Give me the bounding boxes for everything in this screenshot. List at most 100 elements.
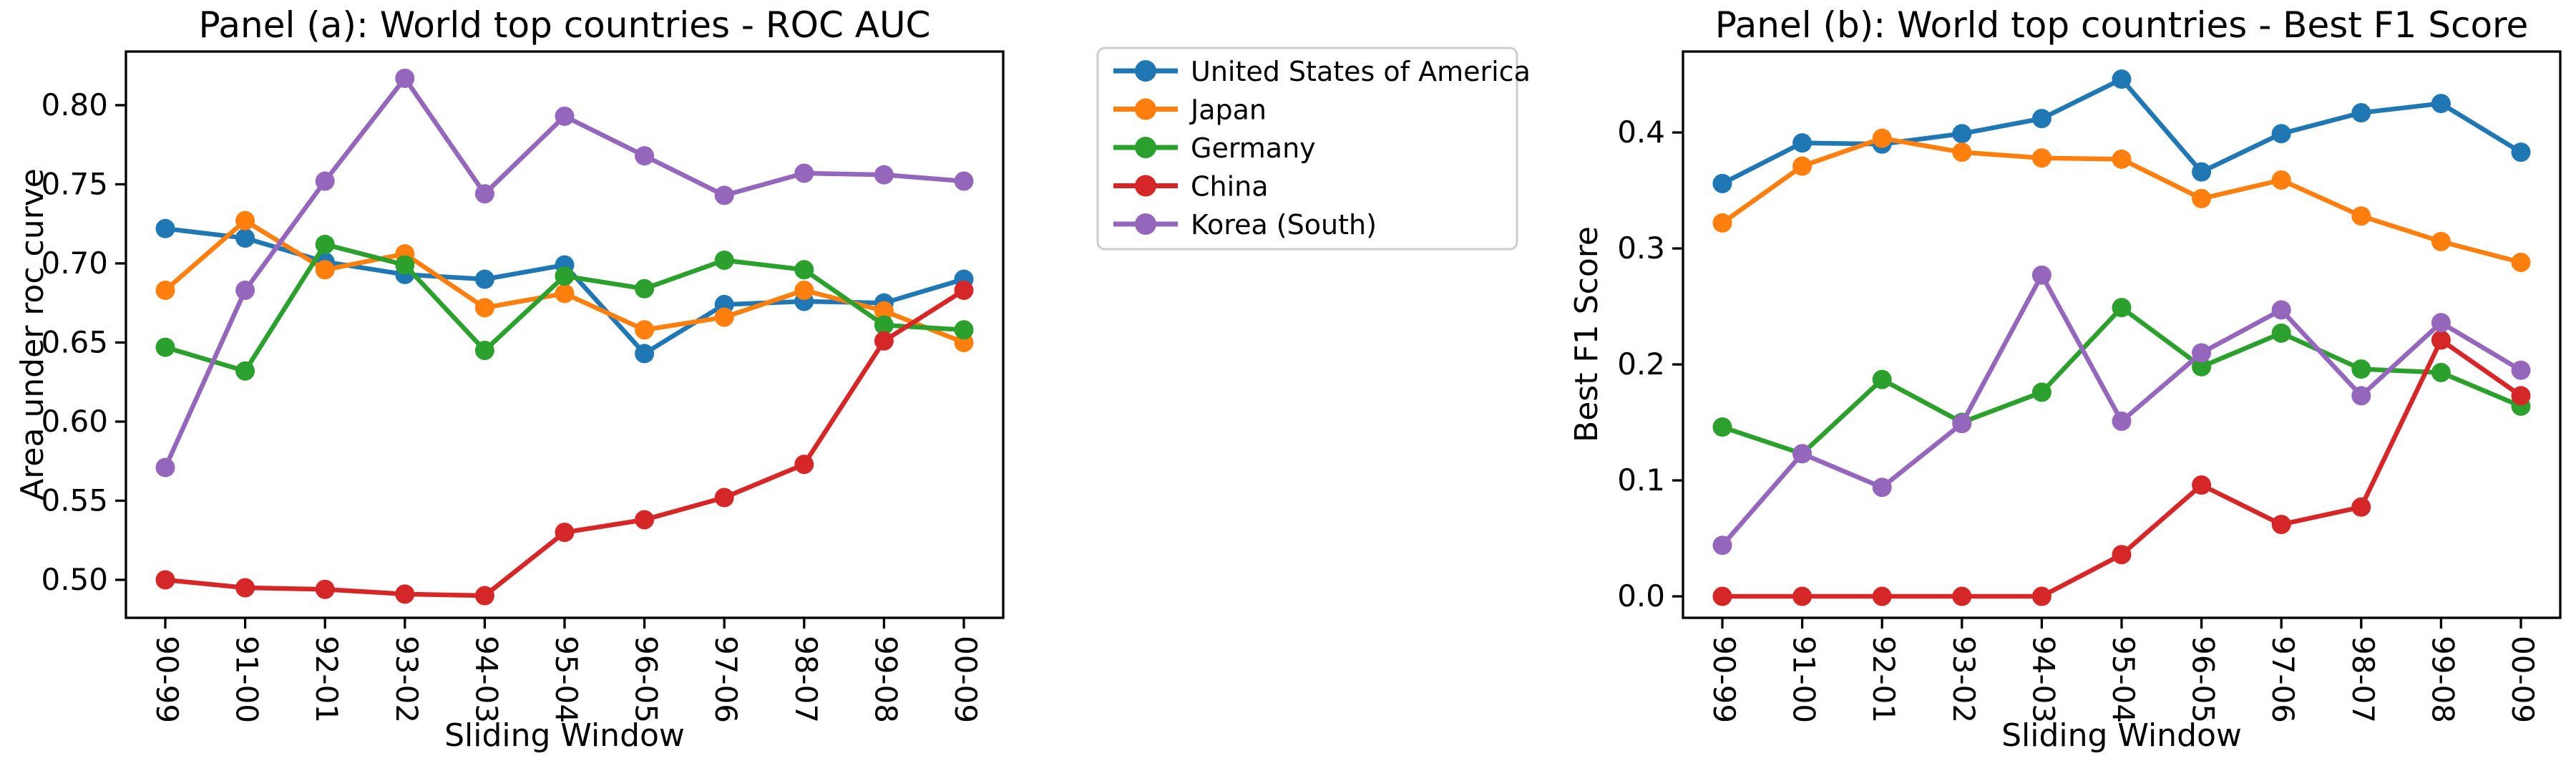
data-point: [954, 171, 974, 191]
panel-b: Panel (b): World top countries - Best F1…: [1568, 4, 2562, 754]
data-point: [2192, 475, 2212, 495]
x-tick-label: 90-99: [1707, 636, 1742, 723]
series-line: [165, 288, 965, 598]
legend-marker-icon: [1135, 98, 1156, 120]
data-point: [2511, 386, 2531, 406]
data-point: [474, 340, 494, 360]
x-tick-label: 96-05: [629, 636, 664, 723]
y-tick-label: 0.50: [41, 562, 108, 597]
data-point: [2112, 545, 2132, 565]
data-point: [235, 361, 255, 381]
x-tick-label: 00-09: [948, 636, 983, 723]
data-point: [155, 457, 175, 477]
y-tick-label: 0.60: [41, 404, 108, 439]
data-point: [474, 184, 494, 204]
x-tick-label: 98-07: [789, 636, 824, 723]
x-tick-label: 93-02: [1946, 636, 1981, 723]
data-point: [714, 185, 734, 205]
x-tick-label: 99-08: [2425, 636, 2460, 723]
plot-border: [1682, 50, 2562, 619]
data-point: [2431, 231, 2451, 251]
data-point: [2511, 142, 2531, 163]
data-point: [555, 283, 575, 304]
x-tick-label: 00-09: [2505, 636, 2540, 723]
y-tick-label: 0.75: [41, 166, 108, 201]
data-point: [1712, 213, 1732, 233]
x-tick-label: 92-01: [1866, 636, 1901, 723]
y-tick-label: 0.4: [1617, 115, 1665, 150]
y-tick-label: 0.65: [41, 324, 108, 359]
data-point: [2271, 300, 2291, 320]
legend-items: United States of America Japan Germany Chin…: [1113, 56, 1531, 241]
data-point: [2112, 411, 2132, 431]
panel-a-yaxis-label: Area under roc curve: [14, 168, 51, 500]
data-point: [714, 307, 734, 327]
legend-item-label: Japan: [1189, 94, 1267, 126]
data-point: [2431, 313, 2451, 333]
data-point: [155, 337, 175, 357]
data-point: [1872, 477, 1892, 498]
data-point: [315, 579, 335, 599]
data-point: [2192, 188, 2212, 208]
y-tick-label: 0.70: [41, 246, 108, 281]
legend-item: China: [1113, 171, 1269, 203]
data-point: [2031, 148, 2051, 168]
data-point: [2271, 170, 2291, 190]
data-point: [2511, 252, 2531, 272]
data-point: [1712, 535, 1732, 556]
data-point: [555, 106, 575, 126]
data-point: [714, 251, 734, 271]
data-point: [315, 260, 335, 280]
y-tick-label: 0.0: [1617, 578, 1665, 614]
legend-item-label: Germany: [1191, 132, 1316, 164]
panel-b-title: Panel (b): World top countries - Best F1…: [1715, 4, 2529, 46]
x-tick-label: 97-06: [2265, 636, 2301, 723]
data-point: [954, 320, 974, 340]
series-line: [1721, 305, 2522, 457]
legend-marker-icon: [1135, 60, 1156, 82]
data-point: [2511, 360, 2531, 380]
panel-a: Panel (a): World top countries - ROC AUC…: [14, 4, 1005, 754]
data-point: [555, 523, 575, 543]
data-point: [635, 278, 655, 299]
x-tick-label: 96-05: [2186, 636, 2221, 723]
panel-b-plot-area: 0.0 0.1 0.2 0.3 0.4 90-99 91-00 92-01 93-02 94-03…: [1617, 50, 2562, 723]
data-point: [395, 584, 415, 604]
data-point: [874, 331, 894, 351]
data-point: [2271, 124, 2291, 144]
legend-item: Germany: [1113, 132, 1316, 164]
data-point: [1792, 156, 1813, 176]
x-tick-label: 94-03: [469, 636, 504, 723]
y-tick-label: 0.55: [41, 483, 108, 518]
x-tick-label: 99-08: [868, 636, 903, 723]
x-tick-label: 92-01: [309, 636, 344, 723]
data-point: [1792, 133, 1813, 153]
data-point: [235, 228, 255, 248]
data-point: [635, 510, 655, 530]
data-point: [235, 578, 255, 598]
data-point: [2112, 69, 2132, 89]
data-point: [2431, 330, 2451, 350]
data-point: [1792, 444, 1813, 464]
legend-item: Korea (South): [1113, 209, 1377, 241]
data-point: [2271, 323, 2291, 343]
data-point: [2431, 94, 2451, 114]
data-point: [2031, 265, 2051, 285]
data-point: [1712, 173, 1732, 193]
x-tick-label: 98-07: [2346, 636, 2381, 723]
legend-marker-icon: [1135, 213, 1156, 235]
x-tick-label: 94-03: [2026, 636, 2061, 723]
x-tick-label: 93-02: [389, 636, 424, 723]
legend: United States of America Japan Germany Chin…: [1096, 47, 1531, 251]
data-point: [315, 234, 335, 254]
x-tick-label: 91-00: [1787, 636, 1822, 723]
data-point: [794, 260, 814, 280]
data-point: [235, 210, 255, 231]
data-point: [635, 146, 655, 166]
legend-item-label: United States of America: [1191, 56, 1531, 87]
x-tick-label: 90-99: [150, 636, 185, 723]
data-point: [1712, 417, 1732, 437]
data-point: [2112, 298, 2132, 318]
